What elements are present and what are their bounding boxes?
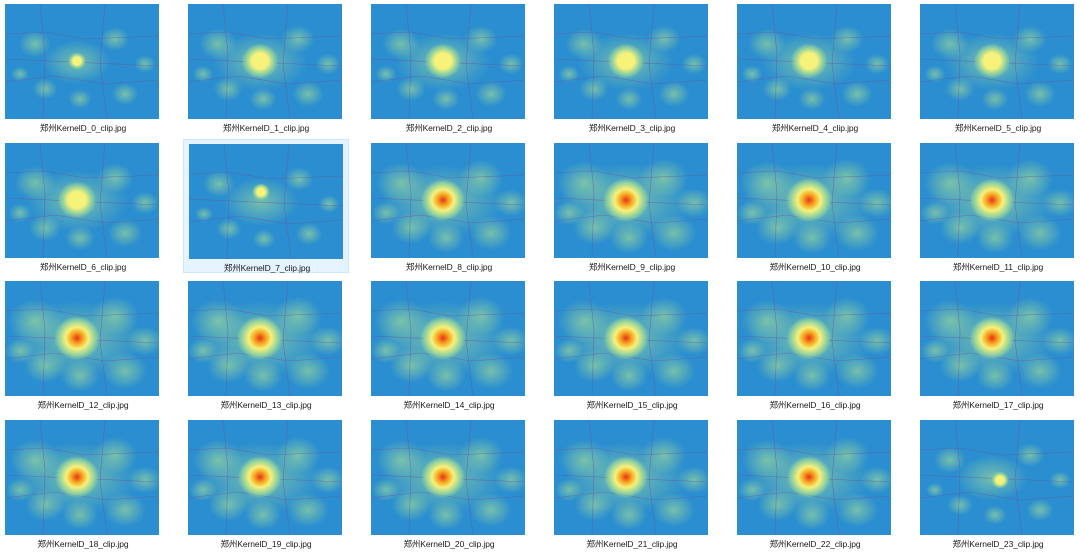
file-thumbnail[interactable]: [189, 144, 343, 259]
heatmap-image-icon: [737, 420, 891, 535]
heatmap-image-icon: [920, 143, 1074, 258]
heatmap-image-icon: [5, 4, 159, 119]
file-thumbnail[interactable]: [737, 420, 891, 535]
file-name-label: 郑州KernelD_11_clip.jpg: [952, 262, 1044, 272]
heatmap-image-icon: [737, 281, 891, 396]
file-item[interactable]: 郑州KernelD_10_clip.jpg: [732, 139, 898, 273]
file-item[interactable]: 郑州KernelD_23_clip.jpg: [915, 416, 1080, 550]
file-name-label: 郑州KernelD_10_clip.jpg: [769, 262, 861, 272]
heatmap-image-icon: [920, 4, 1074, 119]
file-thumbnail[interactable]: [5, 4, 159, 119]
file-item[interactable]: 郑州KernelD_14_clip.jpg: [366, 277, 532, 411]
file-name-label: 郑州KernelD_6_clip.jpg: [39, 262, 127, 272]
heatmap-image-icon: [371, 281, 525, 396]
heatmap-image-icon: [554, 281, 708, 396]
file-name-label: 郑州KernelD_8_clip.jpg: [405, 262, 493, 272]
heatmap-image-icon: [554, 420, 708, 535]
file-thumbnail[interactable]: [371, 281, 525, 396]
heatmap-image-icon: [371, 143, 525, 258]
file-item[interactable]: 郑州KernelD_21_clip.jpg: [549, 416, 715, 550]
heatmap-image-icon: [5, 420, 159, 535]
file-name-label: 郑州KernelD_23_clip.jpg: [952, 539, 1044, 549]
file-name-label: 郑州KernelD_16_clip.jpg: [769, 400, 861, 410]
file-thumbnail[interactable]: [188, 4, 342, 119]
file-thumbnail[interactable]: [920, 420, 1074, 535]
file-thumbnail[interactable]: [554, 420, 708, 535]
file-item[interactable]: 郑州KernelD_20_clip.jpg: [366, 416, 532, 550]
file-name-label: 郑州KernelD_21_clip.jpg: [586, 539, 678, 549]
file-thumbnail[interactable]: [371, 143, 525, 258]
heatmap-image-icon: [5, 281, 159, 396]
file-name-label: 郑州KernelD_7_clip.jpg: [223, 263, 311, 273]
file-thumbnail[interactable]: [371, 4, 525, 119]
file-item[interactable]: 郑州KernelD_2_clip.jpg: [366, 0, 532, 134]
file-name-label: 郑州KernelD_12_clip.jpg: [37, 400, 129, 410]
file-name-label: 郑州KernelD_2_clip.jpg: [405, 123, 493, 133]
file-item[interactable]: 郑州KernelD_6_clip.jpg: [0, 139, 166, 273]
heatmap-image-icon: [554, 4, 708, 119]
file-thumbnail[interactable]: [5, 420, 159, 535]
file-item[interactable]: 郑州KernelD_16_clip.jpg: [732, 277, 898, 411]
file-name-label: 郑州KernelD_19_clip.jpg: [220, 539, 312, 549]
file-item[interactable]: 郑州KernelD_15_clip.jpg: [549, 277, 715, 411]
file-thumbnail[interactable]: [920, 281, 1074, 396]
file-name-label: 郑州KernelD_0_clip.jpg: [39, 123, 127, 133]
file-item[interactable]: 郑州KernelD_1_clip.jpg: [183, 0, 349, 134]
file-name-label: 郑州KernelD_13_clip.jpg: [220, 400, 312, 410]
heatmap-image-icon: [5, 143, 159, 258]
file-name-label: 郑州KernelD_3_clip.jpg: [588, 123, 676, 133]
file-thumbnail[interactable]: [737, 281, 891, 396]
file-name-label: 郑州KernelD_22_clip.jpg: [769, 539, 861, 549]
file-thumbnail[interactable]: [737, 4, 891, 119]
file-item[interactable]: 郑州KernelD_13_clip.jpg: [183, 277, 349, 411]
file-thumbnail[interactable]: [5, 143, 159, 258]
file-thumbnail[interactable]: [554, 143, 708, 258]
file-item[interactable]: 郑州KernelD_22_clip.jpg: [732, 416, 898, 550]
file-thumbnail[interactable]: [737, 143, 891, 258]
file-name-label: 郑州KernelD_18_clip.jpg: [37, 539, 129, 549]
file-name-label: 郑州KernelD_15_clip.jpg: [586, 400, 678, 410]
file-item[interactable]: 郑州KernelD_19_clip.jpg: [183, 416, 349, 550]
heatmap-image-icon: [371, 4, 525, 119]
heatmap-image-icon: [188, 281, 342, 396]
heatmap-image-icon: [188, 4, 342, 119]
file-item[interactable]: 郑州KernelD_8_clip.jpg: [366, 139, 532, 273]
file-thumbnail[interactable]: [554, 281, 708, 396]
file-item[interactable]: 郑州KernelD_12_clip.jpg: [0, 277, 166, 411]
file-name-label: 郑州KernelD_4_clip.jpg: [771, 123, 859, 133]
heatmap-image-icon: [920, 420, 1074, 535]
file-thumbnail[interactable]: [920, 143, 1074, 258]
file-thumbnail[interactable]: [5, 281, 159, 396]
heatmap-image-icon: [188, 420, 342, 535]
file-name-label: 郑州KernelD_5_clip.jpg: [954, 123, 1042, 133]
heatmap-image-icon: [920, 281, 1074, 396]
file-item[interactable]: 郑州KernelD_18_clip.jpg: [0, 416, 166, 550]
file-thumbnail[interactable]: [188, 281, 342, 396]
file-thumbnail[interactable]: [554, 4, 708, 119]
file-name-label: 郑州KernelD_20_clip.jpg: [403, 539, 495, 549]
file-name-label: 郑州KernelD_14_clip.jpg: [403, 400, 495, 410]
file-name-label: 郑州KernelD_9_clip.jpg: [588, 262, 676, 272]
file-item[interactable]: 郑州KernelD_3_clip.jpg: [549, 0, 715, 134]
heatmap-image-icon: [737, 143, 891, 258]
file-item[interactable]: 郑州KernelD_11_clip.jpg: [915, 139, 1080, 273]
file-thumbnail[interactable]: [188, 420, 342, 535]
file-item[interactable]: 郑州KernelD_0_clip.jpg: [0, 0, 166, 134]
file-thumbnail[interactable]: [371, 420, 525, 535]
heatmap-image-icon: [189, 144, 343, 259]
file-thumbnail[interactable]: [920, 4, 1074, 119]
heatmap-image-icon: [371, 420, 525, 535]
file-item[interactable]: 郑州KernelD_17_clip.jpg: [915, 277, 1080, 411]
heatmap-image-icon: [554, 143, 708, 258]
file-item[interactable]: 郑州KernelD_4_clip.jpg: [732, 0, 898, 134]
file-item[interactable]: 郑州KernelD_9_clip.jpg: [549, 139, 715, 273]
file-item[interactable]: 郑州KernelD_5_clip.jpg: [915, 0, 1080, 134]
heatmap-image-icon: [737, 4, 891, 119]
file-name-label: 郑州KernelD_17_clip.jpg: [952, 400, 1044, 410]
file-name-label: 郑州KernelD_1_clip.jpg: [222, 123, 310, 133]
file-item[interactable]: 郑州KernelD_7_clip.jpg: [183, 139, 349, 273]
